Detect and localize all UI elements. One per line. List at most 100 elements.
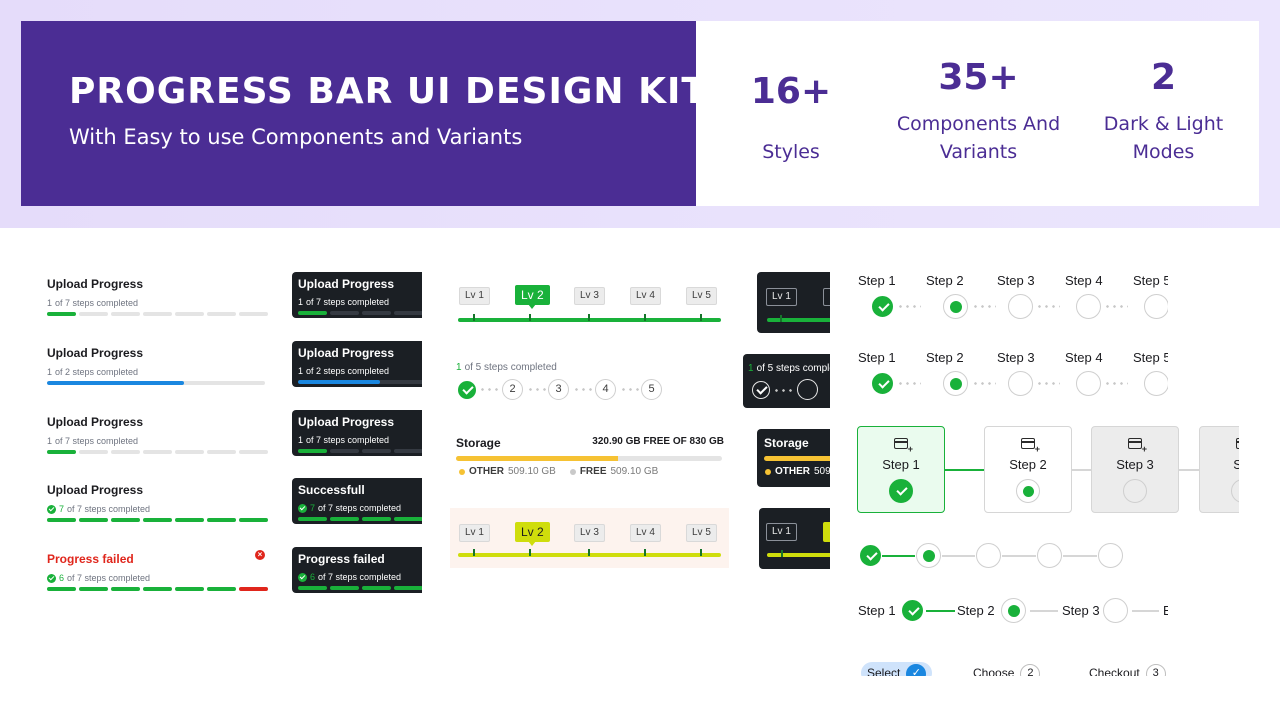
step-pending[interactable] bbox=[1008, 294, 1033, 319]
level-tick bbox=[700, 549, 702, 556]
level-chip[interactable]: Lv 3 bbox=[574, 287, 605, 305]
level-chip[interactable]: Lv 3 bbox=[574, 524, 605, 542]
dark-level-track: Lv 1 bbox=[757, 272, 830, 333]
storage-bar bbox=[764, 456, 830, 461]
dotted-stepper: Step 1 Step 2 Step 3 Step 4 Step 5 bbox=[850, 349, 1168, 403]
progress-segment bbox=[79, 587, 108, 591]
step-done[interactable] bbox=[458, 381, 476, 399]
progress-segment bbox=[362, 586, 391, 590]
x-circle-icon: × bbox=[255, 550, 265, 560]
progress-segment bbox=[207, 518, 236, 522]
level-track-bar bbox=[767, 318, 830, 322]
step-label: Step 1 bbox=[858, 273, 896, 288]
level-tick bbox=[588, 314, 590, 321]
progress-segment bbox=[143, 450, 172, 454]
level-track-bar bbox=[458, 318, 721, 322]
step-pending[interactable] bbox=[1076, 371, 1101, 396]
box-step-3[interactable]: Step 3 bbox=[1091, 426, 1179, 513]
chain-connector bbox=[1002, 555, 1036, 557]
step-pending[interactable] bbox=[797, 379, 818, 400]
chain-step-pending[interactable] bbox=[976, 543, 1001, 568]
progress-segment bbox=[143, 587, 172, 591]
level-chip[interactable]: Lv 1 bbox=[766, 523, 797, 541]
progress-segment bbox=[79, 450, 108, 454]
step-number[interactable]: 4 bbox=[595, 379, 616, 400]
pill-step-select[interactable]: Select ✓ bbox=[861, 662, 933, 676]
level-chip-active[interactable]: Lv 2 bbox=[515, 285, 550, 309]
progress-segment bbox=[143, 312, 172, 316]
step-connector bbox=[479, 388, 501, 391]
level-chip[interactable]: Lv 5 bbox=[686, 524, 717, 542]
chain-step-pending[interactable] bbox=[1037, 543, 1062, 568]
level-chip[interactable]: Lv 4 bbox=[630, 287, 661, 305]
progress-segment bbox=[362, 449, 391, 453]
level-chip[interactable] bbox=[823, 288, 830, 306]
level-chip[interactable]: Lv 5 bbox=[686, 287, 717, 305]
stat-modes: 2 Dark & Light Modes bbox=[1091, 57, 1236, 166]
storage-bar-fill bbox=[764, 456, 830, 461]
step-connector bbox=[1132, 610, 1159, 612]
step-connector bbox=[1104, 305, 1128, 308]
level-chip[interactable]: Lv 1 bbox=[459, 524, 490, 542]
box-step-1[interactable]: Step 1 bbox=[857, 426, 945, 513]
progress-segment bbox=[207, 450, 236, 454]
chain-step-done[interactable] bbox=[860, 545, 881, 566]
steps-completed-text: 1 of 7 steps completed bbox=[47, 298, 138, 308]
step-pending[interactable] bbox=[1103, 598, 1128, 623]
progress-bar-fill bbox=[298, 380, 380, 384]
step-current[interactable] bbox=[1001, 598, 1026, 623]
chain-step-current[interactable] bbox=[916, 543, 941, 568]
level-track-green: Lv 1 Lv 2 Lv 3 Lv 4 Lv 5 bbox=[456, 284, 728, 324]
pill-step-checkout[interactable]: Checkout 3 bbox=[1083, 662, 1172, 676]
step-number[interactable]: 5 bbox=[641, 379, 662, 400]
chain-step-pending[interactable] bbox=[1098, 543, 1123, 568]
level-chip[interactable]: Lv 1 bbox=[766, 288, 797, 306]
progress-segment bbox=[175, 312, 204, 316]
level-chip[interactable]: Lv 4 bbox=[630, 524, 661, 542]
box-step-2[interactable]: Step 2 bbox=[984, 426, 1072, 513]
step-done[interactable] bbox=[872, 373, 893, 394]
segmented-progress-bar bbox=[47, 312, 268, 316]
upload-progress-card: Successfull 7 of 7 steps completed bbox=[292, 478, 422, 524]
segmented-progress-bar bbox=[298, 449, 422, 453]
step-done[interactable] bbox=[752, 381, 770, 399]
box-step-4[interactable]: Ste bbox=[1199, 426, 1239, 513]
inline-stepper: Step 1 Step 2 Step 3 E bbox=[850, 596, 1168, 626]
segmented-progress-bar bbox=[47, 587, 268, 591]
pill-step-choose[interactable]: Choose 2 bbox=[967, 662, 1046, 676]
step-number[interactable]: 2 bbox=[502, 379, 523, 400]
step-pending[interactable] bbox=[1008, 371, 1033, 396]
step-current[interactable] bbox=[943, 371, 968, 396]
level-tick bbox=[473, 549, 475, 556]
step-connector bbox=[972, 382, 996, 385]
level-chip[interactable]: Lv 1 bbox=[459, 287, 490, 305]
step-current[interactable] bbox=[943, 294, 968, 319]
progress-segment bbox=[239, 587, 268, 591]
progress-segment bbox=[362, 311, 391, 315]
upload-progress-card: Progress failed 6 of 7 steps completed bbox=[292, 547, 422, 593]
level-chip-active[interactable]: Lv 2 bbox=[515, 522, 550, 546]
card-add-icon bbox=[894, 438, 913, 454]
steps-count: 1 bbox=[47, 367, 53, 377]
stat-label: Components And bbox=[896, 113, 1061, 135]
progress-segment bbox=[330, 586, 359, 590]
progress-segment bbox=[79, 312, 108, 316]
step-pending[interactable] bbox=[1076, 294, 1101, 319]
step-done[interactable] bbox=[872, 296, 893, 317]
step-label: Step 5 bbox=[1133, 350, 1168, 365]
dark-storage-widget: Storage OTHER 509.10 GB bbox=[757, 429, 830, 487]
steps-count: 1 bbox=[298, 366, 304, 376]
step-pending[interactable] bbox=[1144, 294, 1168, 319]
box-step-label: Step 2 bbox=[1009, 457, 1047, 472]
progress-segment bbox=[207, 312, 236, 316]
step-done[interactable] bbox=[902, 600, 923, 621]
steps-count-text: 1 of 5 steps completed bbox=[748, 363, 830, 374]
step-pending[interactable] bbox=[1144, 371, 1168, 396]
level-chip-active[interactable] bbox=[823, 522, 830, 546]
card-title: Successfull bbox=[298, 483, 365, 497]
steps-completed-text: 6 of 7 steps completed bbox=[298, 572, 401, 582]
step-number[interactable]: 3 bbox=[548, 379, 569, 400]
segmented-progress-bar bbox=[298, 311, 422, 315]
storage-free-text: 320.90 GB FREE OF 830 GB bbox=[592, 436, 724, 447]
step-label: Step 3 bbox=[997, 273, 1035, 288]
